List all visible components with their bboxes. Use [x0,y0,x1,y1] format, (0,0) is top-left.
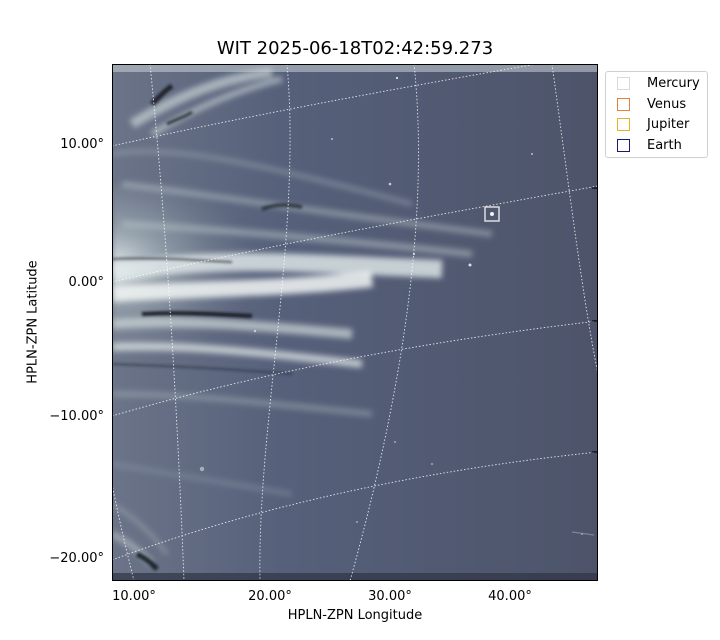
x-tick-label: 30.00° [368,589,412,604]
image-panel [112,64,598,581]
plot-frame [112,64,598,581]
x-tick-label: 40.00° [488,589,532,604]
legend-label: Mercury [647,75,700,91]
legend-swatch [617,97,630,111]
legend-swatch [617,76,630,90]
legend-swatch [617,117,630,131]
legend-item-venus: Venus [617,95,686,113]
x-tick-label: 20.00° [248,589,292,604]
earth-marker [484,206,500,222]
image-top-edge [112,64,598,72]
legend-item-mercury: Mercury [617,74,700,92]
x-tick-label: 10.00° [112,589,156,604]
legend-item-jupiter: Jupiter [617,115,689,133]
y-tick-label: 0.00° [68,275,104,290]
legend: Mercury Venus Jupiter Earth [605,71,708,158]
legend-label: Venus [647,96,687,112]
plot-title: WIT 2025-06-18T02:42:59.273 [216,38,494,59]
y-tick-label: −10.00° [49,409,104,424]
streamers [112,67,493,567]
right-edge-ticks [592,187,598,453]
legend-label: Earth [647,137,682,153]
y-axis-label: HPLN-ZPN Latitude [25,260,41,384]
y-tick-label: 10.00° [60,137,104,152]
heliospheric-image [112,64,598,581]
stars [199,76,595,536]
x-axis-label: HPLN-ZPN Longitude [287,608,423,623]
coordinate-grid [112,64,598,581]
dark-features [112,83,303,571]
legend-swatch [617,138,630,152]
image-bottom-edge [112,573,598,581]
legend-label: Jupiter [647,116,690,132]
y-tick-label: −20.00° [49,551,104,566]
legend-item-earth: Earth [617,136,682,154]
